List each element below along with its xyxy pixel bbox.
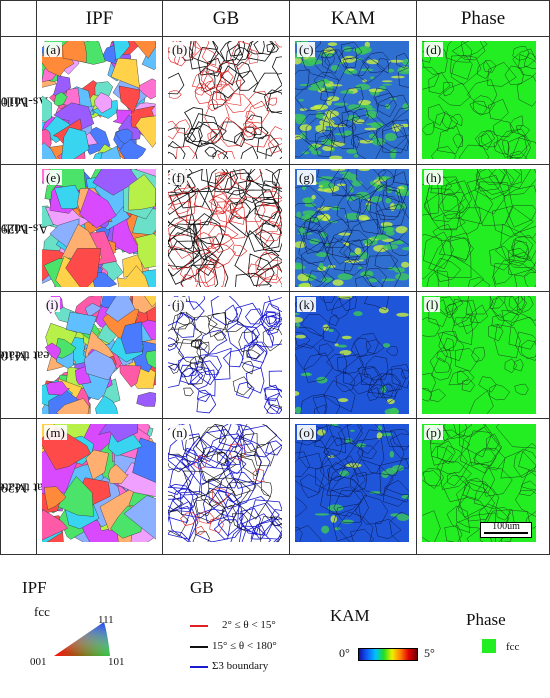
- panel-label: (h): [424, 170, 444, 185]
- legend-ipf-101: 101: [108, 656, 125, 668]
- panel-label: (k): [297, 297, 317, 312]
- panel-ipf-map: (m): [42, 424, 156, 542]
- column-header-kam: KAM: [330, 8, 376, 29]
- row-header-m100-heat-treated: M100Heat treated: [0, 347, 60, 363]
- legend-kam-min: 0°: [339, 646, 350, 660]
- kam-colorbar: [358, 648, 418, 661]
- legend-gb-sigma3: Σ3 boundary: [212, 660, 269, 672]
- panel-label: (p): [424, 425, 444, 440]
- panel-label: (o): [297, 425, 317, 440]
- panel-label: (f): [170, 170, 187, 185]
- legend-phase-fcc: fcc: [506, 641, 520, 653]
- panel-kam-map: (k): [295, 296, 409, 414]
- panel-gb-map: (j): [168, 296, 282, 414]
- legend-phase-title: Phase: [466, 610, 506, 629]
- panel-label: (m): [44, 425, 67, 440]
- panel-gb-map: (n): [168, 424, 282, 542]
- panel-label: (a): [44, 42, 63, 57]
- scale-bar-label: 100um: [492, 521, 520, 532]
- legend-gb-sigma3-swatch: [190, 666, 208, 668]
- panel-label: (n): [170, 425, 190, 440]
- legend-gb-high-angle-swatch: [190, 646, 208, 648]
- panel-label: (i): [44, 297, 61, 312]
- panel-phase-map: (l): [422, 296, 536, 414]
- panel-label: (j): [170, 297, 187, 312]
- row-header-m290-heat-treated: M290Heat treated: [0, 479, 60, 494]
- panel-kam-map: (c): [295, 41, 409, 159]
- scale-bar: 100um: [480, 522, 532, 538]
- panel-label: (b): [170, 42, 190, 57]
- panel-phase-map: (p) 100um: [422, 424, 536, 542]
- panel-kam-map: (g): [295, 169, 409, 287]
- column-header-phase: Phase: [460, 8, 506, 29]
- ipf-color-triangle: [54, 622, 110, 656]
- legend-kam-title: KAM: [330, 606, 370, 625]
- legend-ipf-phase: fcc: [34, 604, 50, 619]
- legend-gb-low-angle-swatch: [190, 625, 208, 627]
- panel-label: (e): [44, 170, 63, 185]
- panel-kam-map: (o): [295, 424, 409, 542]
- legend-gb-title: GB: [190, 578, 214, 597]
- legend-ipf-001: 001: [30, 656, 47, 668]
- legend-kam-max: 5°: [424, 646, 435, 660]
- panel-label: (l): [424, 297, 441, 312]
- legend-ipf-111: 111: [98, 614, 114, 626]
- column-header-gb: GB: [212, 8, 240, 29]
- panel-gb-map: (f): [168, 169, 282, 287]
- column-header-ipf: IPF: [85, 8, 114, 29]
- legend-gb-high-angle: 15° ≤ θ < 180°: [212, 640, 277, 652]
- row-header-m290-as-built: M290As-built: [0, 220, 49, 236]
- panel-ipf-map: (i): [42, 296, 156, 414]
- panel-label: (d): [424, 42, 444, 57]
- row-header-m100-as-built: M100As-built: [0, 93, 49, 108]
- panel-phase-map: (d): [422, 41, 536, 159]
- legend-gb-low-angle: 2° ≤ θ < 15°: [222, 619, 276, 631]
- panel-label: (g): [297, 170, 317, 185]
- panel-ipf-map: (e): [42, 169, 156, 287]
- panel-ipf-map: (a): [42, 41, 156, 159]
- panel-phase-map: (h): [422, 169, 536, 287]
- legend-phase-swatch: [482, 639, 496, 653]
- legend-ipf-title: IPF: [22, 578, 47, 597]
- panel-gb-map: (b): [168, 41, 282, 159]
- panel-label: (c): [297, 42, 316, 57]
